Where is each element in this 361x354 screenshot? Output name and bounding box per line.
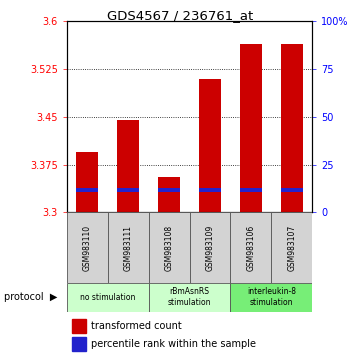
Bar bbox=[271, 212, 312, 283]
Bar bbox=[149, 283, 230, 312]
Text: GDS4567 / 236761_at: GDS4567 / 236761_at bbox=[107, 9, 254, 22]
Text: rBmAsnRS
stimulation: rBmAsnRS stimulation bbox=[168, 287, 211, 307]
Bar bbox=[149, 212, 190, 283]
Bar bbox=[240, 188, 262, 192]
Bar bbox=[117, 188, 139, 192]
Bar bbox=[240, 44, 262, 212]
Bar bbox=[280, 188, 303, 192]
Bar bbox=[199, 188, 221, 192]
Bar bbox=[76, 188, 99, 192]
Text: no stimulation: no stimulation bbox=[80, 293, 135, 302]
Bar bbox=[76, 152, 99, 212]
Bar bbox=[230, 212, 271, 283]
Text: percentile rank within the sample: percentile rank within the sample bbox=[91, 339, 256, 349]
Bar bbox=[158, 177, 180, 212]
Bar bbox=[67, 212, 108, 283]
Text: GSM983110: GSM983110 bbox=[83, 225, 92, 271]
Text: interleukin-8
stimulation: interleukin-8 stimulation bbox=[247, 287, 296, 307]
Bar bbox=[230, 283, 312, 312]
Bar bbox=[108, 212, 149, 283]
Text: GSM983108: GSM983108 bbox=[165, 225, 174, 271]
Text: GSM983106: GSM983106 bbox=[247, 225, 255, 271]
Text: transformed count: transformed count bbox=[91, 321, 182, 331]
Bar bbox=[190, 212, 230, 283]
Bar bbox=[72, 319, 86, 333]
Bar bbox=[117, 120, 139, 212]
Bar bbox=[67, 283, 149, 312]
Text: protocol  ▶: protocol ▶ bbox=[4, 292, 57, 302]
Text: GSM983111: GSM983111 bbox=[124, 225, 132, 271]
Text: GSM983109: GSM983109 bbox=[205, 225, 214, 271]
Bar bbox=[280, 44, 303, 212]
Bar bbox=[72, 337, 86, 351]
Text: GSM983107: GSM983107 bbox=[287, 225, 296, 271]
Bar bbox=[199, 79, 221, 212]
Bar bbox=[158, 188, 180, 192]
